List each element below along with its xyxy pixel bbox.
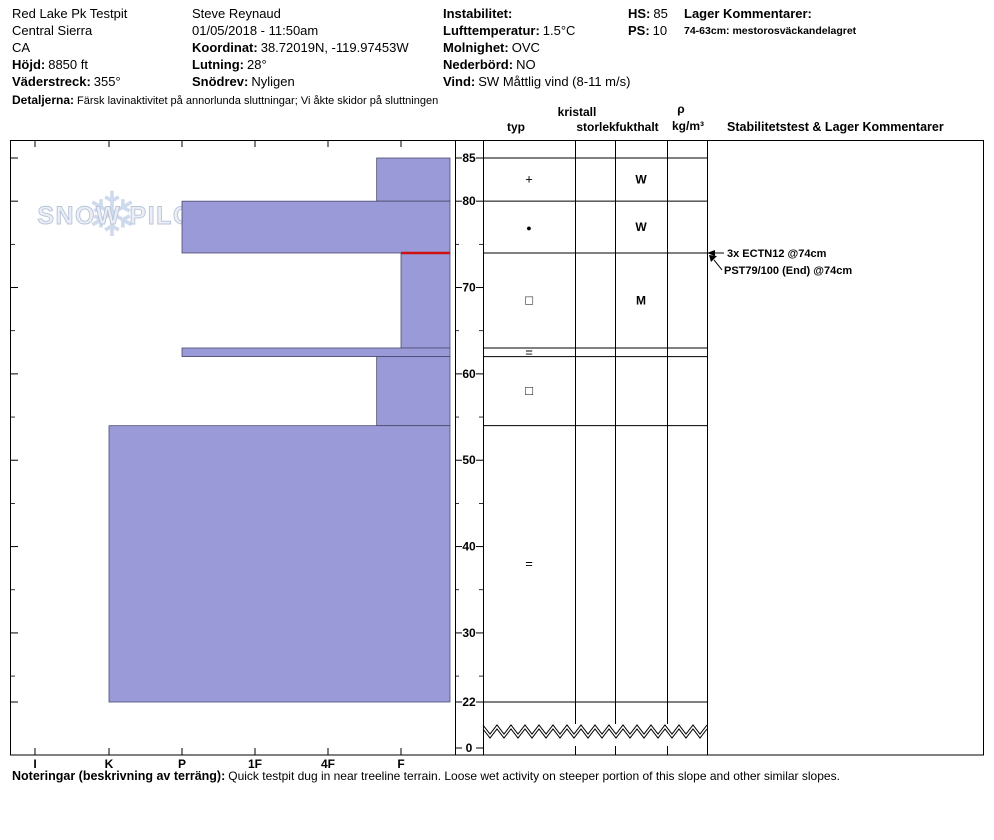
annotation-arrowhead-icon xyxy=(707,249,715,256)
snow-layer-bar xyxy=(181,200,451,254)
moisture-column-header: fukthalt xyxy=(615,120,659,134)
air-temp-row: Lufttemperatur: 1.5°C xyxy=(443,23,575,38)
grain-type-symbol: ● xyxy=(526,223,531,233)
moisture-code: W xyxy=(635,173,647,187)
sky-cover-label: Molnighet: xyxy=(443,40,509,55)
hs-row: HS: 85 xyxy=(628,6,668,21)
wind-row: Vind: SW Måttlig vind (8-11 m/s) xyxy=(443,74,630,89)
instability-label: Instabilitet: xyxy=(443,6,513,21)
crystal-size-column-header-1: kristall xyxy=(557,105,597,119)
slope-angle-row: Lutning: 28° xyxy=(192,57,267,72)
terrain-notes-text: Quick testpit dug in near treeline terra… xyxy=(228,769,840,783)
depth-label: 50 xyxy=(462,453,476,467)
ps-label: PS: xyxy=(628,23,650,38)
precip-label: Nederbörd: xyxy=(443,57,514,72)
snow-profile-chart: ❄SNOW PILOT 85 80 70 60 50 40 30 22 0 I K P 1F 4F F + W ● W… xyxy=(10,140,984,771)
pit-name: Red Lake Pk Testpit xyxy=(12,6,128,21)
ps-row: PS: 10 xyxy=(628,23,667,38)
elevation-value: 8850 ft xyxy=(48,57,88,72)
grain-type-column-header: typ xyxy=(507,120,525,134)
stability-tests-column-header: Stabilitetstest & Lager Kommentarer xyxy=(727,120,944,134)
depth-label: 85 xyxy=(462,151,476,165)
precip-row: Nederbörd: NO xyxy=(443,57,536,72)
annotation-arrowhead-icon xyxy=(709,254,717,262)
snowflake-icon: ❄ xyxy=(86,181,138,250)
slope-angle-value: 28° xyxy=(246,57,267,72)
wind-label: Vind: xyxy=(443,74,476,89)
grain-type-symbol: □ xyxy=(525,292,533,307)
details-label: Detaljerna: xyxy=(12,93,75,107)
hardness-label: P xyxy=(178,757,186,771)
crystal-size-column-header-2: storlek xyxy=(576,120,616,134)
grain-type-symbol: = xyxy=(525,556,533,571)
wind-drift-row: Snödrev: Nyligen xyxy=(192,74,295,89)
instability-row: Instabilitet: xyxy=(443,6,515,21)
hardness-label: 4F xyxy=(321,757,335,771)
snow-layer-bar xyxy=(400,252,451,349)
aspect-label: Väderstreck: xyxy=(12,74,91,89)
depth-label: 80 xyxy=(462,194,476,208)
wind-drift-value: Nyligen xyxy=(251,74,295,89)
stability-test-annotation: 3x ECTN12 @74cm xyxy=(727,248,827,260)
pit-datetime: 01/05/2018 - 11:50am xyxy=(192,23,319,38)
depth-label: 30 xyxy=(462,626,476,640)
snow-layer-bar xyxy=(376,157,451,202)
precip-value: NO xyxy=(516,57,536,72)
grain-type-symbol: = xyxy=(525,344,533,359)
density-column-header-1: ρ xyxy=(677,102,685,116)
details-value: Färsk lavinaktivitet på annorlunda slutt… xyxy=(77,95,439,107)
elevation-row: Höjd: 8850 ft xyxy=(12,57,88,72)
hardness-label: K xyxy=(105,757,114,771)
scale-break-zigzag xyxy=(482,724,708,735)
snow-layer-bar xyxy=(376,356,451,427)
sky-cover-row: Molnighet: OVC xyxy=(443,40,540,55)
annotation-arrow-line xyxy=(713,259,723,271)
depth-label: 40 xyxy=(462,540,476,554)
sky-cover-value: OVC xyxy=(511,40,540,55)
coordinates-value: 38.72019N, -119.97453W xyxy=(260,40,409,55)
hardness-label: 1F xyxy=(248,757,262,771)
moisture-code: W xyxy=(635,220,647,234)
depth-label: 70 xyxy=(462,281,476,295)
density-column-header-2: kg/m³ xyxy=(671,119,705,133)
pit-region: Central Sierra xyxy=(12,23,93,38)
terrain-notes-label: Noteringar (beskrivning av terräng): xyxy=(12,769,226,783)
grain-type-symbol: + xyxy=(525,172,533,187)
ground-depth-label: 0 xyxy=(466,741,473,755)
aspect-value: 355° xyxy=(93,74,121,89)
grain-type-symbol: □ xyxy=(525,383,533,398)
hs-value: 85 xyxy=(653,6,668,21)
ps-value: 10 xyxy=(652,23,668,38)
hardness-label: I xyxy=(33,757,36,771)
depth-label: 60 xyxy=(462,367,476,381)
scale-break-zigzag xyxy=(482,728,708,739)
layer-comment: 74-63cm: mestorosväckandelagret xyxy=(684,25,857,37)
coordinates-label: Koordinat: xyxy=(192,40,258,55)
wind-drift-label: Snödrev: xyxy=(192,74,249,89)
wind-value: SW Måttlig vind (8-11 m/s) xyxy=(478,74,631,89)
coordinates-row: Koordinat: 38.72019N, -119.97453W xyxy=(192,40,409,55)
stability-test-annotation: PST79/100 (End) @74cm xyxy=(724,265,852,277)
observer-name: Steve Reynaud xyxy=(192,6,281,21)
scale-break-mask xyxy=(484,724,706,746)
slope-angle-label: Lutning: xyxy=(192,57,244,72)
depth-label: 22 xyxy=(462,695,476,709)
air-temp-value: 1.5°C xyxy=(542,23,576,38)
watermark-text: SNOW PILOT xyxy=(37,202,210,230)
aspect-row: Väderstreck: 355° xyxy=(12,74,121,89)
snow-layer-bar xyxy=(181,347,451,358)
snow-layer-bar xyxy=(108,425,451,703)
hardness-label: F xyxy=(397,757,404,771)
chart-outer-frame xyxy=(10,140,984,756)
terrain-notes: Noteringar (beskrivning av terräng): Quic… xyxy=(12,769,840,783)
pit-state: CA xyxy=(12,40,31,55)
air-temp-label: Lufttemperatur: xyxy=(443,23,540,38)
moisture-code: M xyxy=(636,293,646,307)
hs-label: HS: xyxy=(628,6,651,21)
elevation-label: Höjd: xyxy=(12,57,46,72)
layer-comments-title: Lager Kommentarer: xyxy=(684,6,812,21)
details-row: Detaljerna: Färsk lavinaktivitet på annor… xyxy=(12,92,438,107)
